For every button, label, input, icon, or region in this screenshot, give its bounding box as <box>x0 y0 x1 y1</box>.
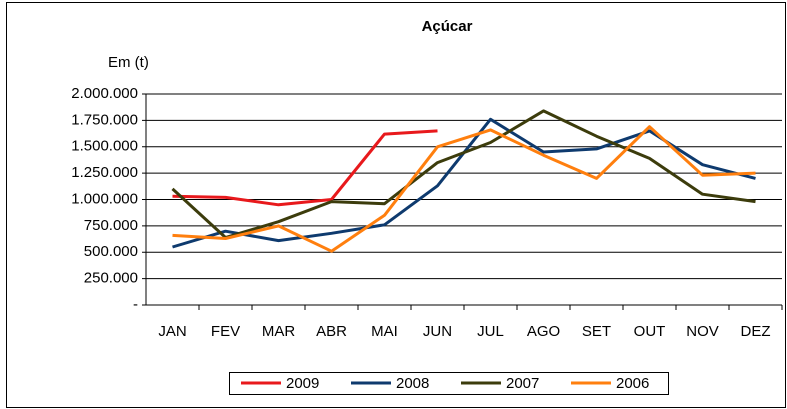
chart-frame <box>6 2 786 408</box>
y-tick-label: 1.750.000 <box>71 111 138 128</box>
y-tick-label: 2.000.000 <box>71 85 138 102</box>
legend-label: 2006 <box>616 375 649 392</box>
x-tick-label: OUT <box>634 323 666 340</box>
x-tick-label: JAN <box>158 323 186 340</box>
legend-label: 2009 <box>286 375 319 392</box>
y-tick-label: - <box>133 296 138 313</box>
series-line <box>172 125 756 253</box>
y-tick-label: 750.000 <box>84 217 138 234</box>
legend-label: 2008 <box>396 375 429 392</box>
y-tick-label: 1.000.000 <box>71 190 138 207</box>
x-tick-label: NOV <box>686 323 719 340</box>
x-tick-label: JUL <box>477 323 504 340</box>
x-tick-label: SET <box>582 323 611 340</box>
chart-title: Açúcar <box>422 18 473 35</box>
y-tick-label: 250.000 <box>84 270 138 287</box>
x-tick-label: MAR <box>262 323 296 340</box>
y-tick-label: 1.250.000 <box>71 164 138 181</box>
x-tick-label: FEV <box>211 323 240 340</box>
x-tick-label: DEZ <box>741 323 771 340</box>
legend-label: 2007 <box>506 375 539 392</box>
legend-box <box>229 372 669 395</box>
x-tick-label: MAI <box>371 323 398 340</box>
series-line <box>172 129 438 207</box>
y-tick-label: 1.500.000 <box>71 138 138 155</box>
x-tick-label: AGO <box>527 323 560 340</box>
x-tick-label: ABR <box>316 323 347 340</box>
y-axis-label: Em (t) <box>108 54 149 71</box>
series-line <box>171 109 756 239</box>
y-tick-label: 500.000 <box>84 243 138 260</box>
x-tick-label: JUN <box>423 323 452 340</box>
